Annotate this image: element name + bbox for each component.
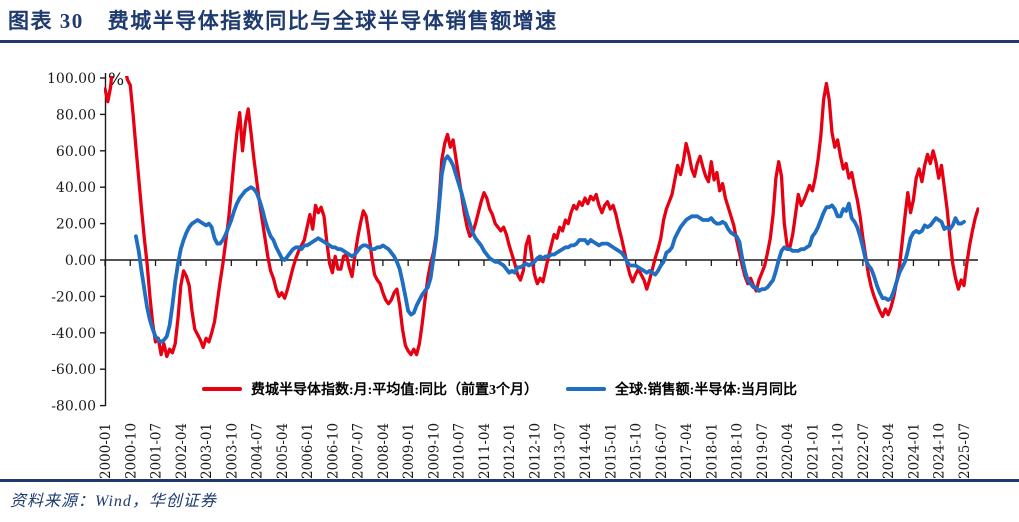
x-tick-label: 2024-01 [906,423,922,479]
y-tick-label: -60.00 [51,362,96,378]
y-tick-label: 80.00 [56,107,96,123]
x-tick-label: 2007-07 [351,423,367,479]
x-tick-label: 2000-10 [123,423,139,479]
top-rule [0,40,1019,43]
x-tick-label: 2016-07 [654,423,670,479]
y-tick-label: 100.00 [47,71,96,87]
bottom-rule [0,479,1019,482]
source-note: 资料来源：Wind，华创证券 [10,493,217,510]
legend-line-blue [566,387,606,391]
x-tick-label: 2025-07 [957,423,973,479]
legend-line-red [202,387,242,391]
x-tick-label: 2018-10 [730,423,746,479]
x-tick-label: 2012-01 [502,423,518,479]
figure-number: 图表 30 [8,9,84,33]
y-tick-label: 40.00 [56,180,96,196]
figure-title: 费城半导体指数同比与全球半导体销售额增速 [107,9,558,33]
x-tick-label: 2009-01 [401,423,417,479]
x-tick-label: 2018-01 [704,423,720,479]
x-tick-label: 2021-10 [831,423,847,479]
figure-header: 图表 30 费城半导体指数同比与全球半导体销售额增速 [8,5,558,35]
x-tick-label: 2003-01 [199,423,215,479]
x-tick-label: 2014-04 [578,423,594,479]
series-line-global-semi-sales [134,154,966,344]
y-tick-label: 60.00 [56,144,96,160]
x-tick-label: 2022-07 [856,423,872,479]
y-tick-label: -20.00 [51,289,96,305]
x-tick-label: 2006-10 [325,423,341,479]
legend-label-sox: 费城半导体指数:月:平均值:同比（前置3个月） [251,383,538,398]
x-tick-label: 2013-07 [553,423,569,479]
x-tick-label: 2010-07 [452,423,468,479]
chart-legend: 费城半导体指数:月:平均值:同比（前置3个月） 全球:销售额:半导体:当月同比 [202,379,797,399]
x-tick-label: 2020-04 [780,423,796,479]
x-tick-label: 2006-01 [300,423,316,479]
x-tick-label: 2023-04 [881,423,897,479]
x-tick-label: 2004-07 [250,423,266,479]
x-tick-label: 2015-01 [603,423,619,479]
x-tick-label: 2024-10 [932,423,948,479]
x-tick-label: 2002-04 [174,423,190,479]
x-tick-label: 2015-10 [629,423,645,479]
x-tick-label: 2012-10 [527,423,543,479]
y-tick-label: -40.00 [51,326,96,342]
y-tick-label: 0.00 [65,253,96,269]
series-line-philadelphia-sox [104,76,979,359]
x-tick-label: 2019-07 [755,423,771,479]
x-tick-label: 2001-07 [149,423,165,479]
legend-label-global-sales: 全球:销售额:半导体:当月同比 [615,383,797,398]
x-tick-label: 2003-10 [224,423,240,479]
x-tick-label: 2000-01 [98,423,114,479]
x-tick-label: 2008-04 [376,423,392,479]
x-tick-label: 2005-04 [275,423,291,479]
x-tick-label: 2021-01 [805,423,821,479]
x-tick-label: 2009-10 [426,423,442,479]
x-tick-label: 2017-04 [679,423,695,479]
y-tick-label: 20.00 [56,217,96,233]
y-tick-label: -80.00 [51,399,96,415]
x-tick-label: 2011-04 [477,423,493,479]
